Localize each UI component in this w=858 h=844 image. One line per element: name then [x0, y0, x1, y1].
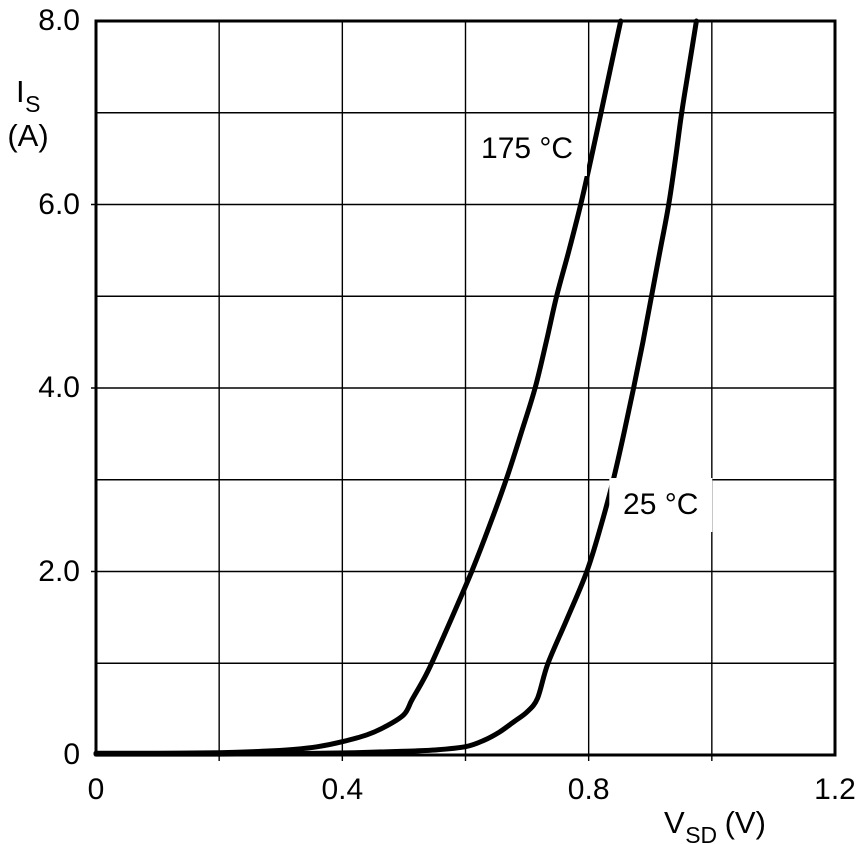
- curve-label-175c: 175 °C: [467, 122, 588, 177]
- x-tick-label: 0.4: [321, 773, 364, 806]
- x-axis-symbol: V: [664, 805, 685, 840]
- y-tick-label: 0: [63, 738, 80, 771]
- y-axis-symbol: IS: [16, 74, 41, 117]
- curve-label-25c: 25 °C: [609, 478, 713, 533]
- x-axis-title: VSD (V): [664, 805, 766, 844]
- y-tick-label: 8.0: [38, 4, 80, 37]
- x-tick-label: 0.8: [567, 773, 610, 806]
- y-axis-title: IS (A): [0, 70, 56, 158]
- y-tick-label: 6.0: [38, 187, 80, 221]
- x-axis-unit: (V): [724, 805, 766, 840]
- curve-25c: [93, 18, 699, 757]
- y-tick-label: 2.0: [38, 554, 80, 588]
- plot-border: [94, 19, 837, 757]
- y-axis-unit: (A): [7, 118, 49, 153]
- x-tick-label: 1.2: [814, 773, 856, 806]
- curve-175c: [93, 18, 624, 756]
- x-tick-label: 0: [87, 773, 105, 806]
- y-tick-label: 4.0: [38, 371, 80, 404]
